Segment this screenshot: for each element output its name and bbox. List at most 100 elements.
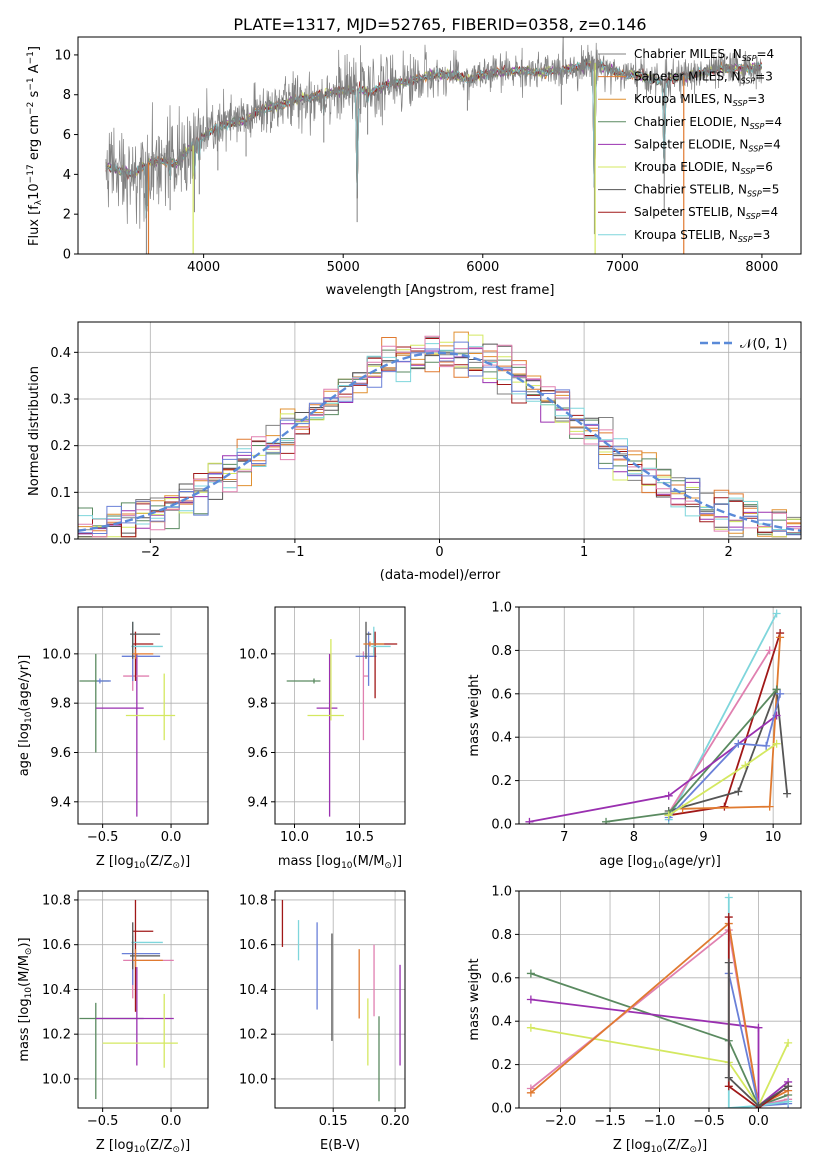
legend-label-part: =4 — [764, 115, 782, 129]
x-axis-label-part: ⊙ — [689, 1145, 697, 1155]
x-tick-label: 0.0 — [161, 830, 182, 845]
legend-label-part: =3 — [747, 92, 765, 106]
errorbar-point — [95, 967, 174, 1066]
errorbar-point — [316, 653, 338, 817]
x-tick-label: −1.0 — [644, 1114, 676, 1129]
legend-label-part: Chabrier STELIB, N — [634, 183, 747, 197]
y-axis-label: Flux [fλ10−17 erg cm−2 s−1 A−1] — [26, 46, 44, 246]
y-tick-label: 0.4 — [50, 346, 71, 361]
legend-label-part: Salpeter MILES, N — [634, 70, 741, 84]
data-marker — [724, 958, 733, 967]
legend-label-part: =4 — [760, 205, 778, 219]
data-marker — [772, 609, 781, 618]
y-tick-label: 9.8 — [50, 697, 71, 712]
x-axis-label-part: age [log — [599, 854, 652, 869]
data-marker — [765, 802, 774, 811]
data-marker — [602, 817, 611, 824]
y-tick-label: 0.4 — [491, 731, 512, 746]
y-axis-label-part: age [log — [17, 723, 32, 776]
legend-label-part: Chabrier ELODIE, N — [634, 115, 750, 129]
mass-weight-line — [530, 1026, 789, 1108]
x-tick-label: 7 — [560, 830, 568, 845]
x-axis-label: wavelength [Angstrom, rest frame] — [326, 283, 555, 298]
axes-frame — [274, 890, 406, 1109]
data-marker — [754, 1101, 763, 1108]
y-tick-label: 9.8 — [247, 697, 268, 712]
y-tick-label: 10.6 — [239, 938, 268, 953]
x-tick-label: 10 — [765, 830, 782, 845]
legend-label-part: Salpeter ELODIE, N — [634, 137, 748, 151]
y-tick-label: 0.8 — [491, 928, 512, 943]
errorbar-point — [121, 944, 161, 985]
axes-age-vs-mass: 10.0 10.5 9.4 9.6 9.8 10.0 mass [log10(M/M⊙)] — [239, 606, 406, 871]
x-axis-label: (data-model)/error — [380, 568, 501, 583]
data-marker — [724, 913, 733, 922]
legend-label: Chabrier STELIB, NSSP=5 — [634, 183, 779, 199]
errorbar-point — [123, 944, 174, 999]
errorbar-point — [307, 639, 344, 721]
y-tick-label: 1.0 — [491, 601, 512, 616]
legend-label: Salpeter STELIB, NSSP=4 — [634, 205, 778, 221]
y-axis-label: age [log10(age/yr)] — [17, 655, 34, 777]
y-tick-label: 10.6 — [42, 938, 71, 953]
x-tick-label: 8 — [630, 830, 638, 845]
x-tick-label: −0.5 — [87, 830, 119, 845]
axes-frame — [518, 606, 802, 825]
y-tick-label: 10.8 — [42, 893, 71, 908]
y-tick-label: 10.4 — [239, 983, 268, 998]
errorbar-point — [132, 648, 154, 659]
legend-label-part: =3 — [755, 70, 773, 84]
x-tick-label: 5000 — [327, 260, 360, 275]
errorbar-point — [123, 651, 150, 691]
data-marker — [776, 689, 785, 698]
x-tick-label: 0.0 — [748, 1114, 769, 1129]
x-axis-label-part: Z [log — [96, 854, 134, 869]
legend-label-part: =6 — [755, 160, 773, 174]
errorbar-point — [79, 1002, 144, 1100]
mass-weight-line — [668, 742, 778, 817]
y-tick-label: 0.6 — [491, 687, 512, 702]
x-tick-label: 6000 — [466, 260, 499, 275]
data-marker — [724, 1082, 733, 1091]
plot-area — [79, 621, 176, 817]
figure-title: PLATE=1317, MJD=52765, FIBERID=0358, z=0… — [233, 15, 646, 34]
data-marker — [526, 1088, 535, 1097]
legend-label-part: SSP — [741, 167, 756, 176]
legend-label-part: SSP — [741, 77, 756, 86]
y-tick-label: 10.0 — [239, 1072, 268, 1087]
x-axis-label: Z [log10(Z/Z⊙)] — [96, 1138, 190, 1155]
plot-area — [286, 621, 398, 817]
data-marker — [754, 1023, 763, 1032]
errorbar-point — [371, 631, 398, 699]
errorbar-point — [121, 631, 161, 681]
legend-label-part: =3 — [753, 228, 771, 242]
data-marker — [720, 802, 729, 811]
y-tick-label: 0.0 — [50, 533, 71, 548]
data-marker — [526, 1023, 535, 1032]
y-axis-label-part: erg cm — [27, 115, 42, 164]
x-axis-label-part: Z [log — [96, 1138, 134, 1153]
errorbar-point — [97, 678, 111, 684]
errorbar-point — [125, 673, 176, 741]
y-tick-label: 0.2 — [491, 1058, 512, 1073]
y-tick-label: 2 — [63, 208, 71, 223]
x-axis-label-part: ⊙ — [172, 1145, 180, 1155]
y-axis-label-part: A — [27, 64, 42, 77]
x-tick-label: 4000 — [187, 260, 220, 275]
legend-label: Kroupa STELIB, NSSP=3 — [634, 228, 770, 244]
data-marker — [526, 995, 535, 1004]
axes-frame — [77, 36, 802, 255]
x-axis-label-part: )] — [697, 1138, 707, 1153]
x-axis-label: Z [log10(Z/Z⊙)] — [613, 1138, 707, 1155]
legend-label: Kroupa MILES, NSSP=3 — [634, 92, 765, 108]
x-tick-label: 0.20 — [381, 1114, 410, 1129]
plot-area — [78, 331, 801, 538]
legend-label-part: SSP — [742, 54, 757, 63]
y-tick-label: 0.8 — [491, 644, 512, 659]
legend-label-part: Kroupa STELIB, N — [634, 228, 738, 242]
x-axis-label: Z [log10(Z/Z⊙)] — [96, 854, 190, 871]
axes-spectrum: 4000 5000 6000 7000 8000 0 2 4 6 8 10 Chabrier MILE… — [26, 36, 802, 298]
data-marker — [784, 1097, 793, 1106]
